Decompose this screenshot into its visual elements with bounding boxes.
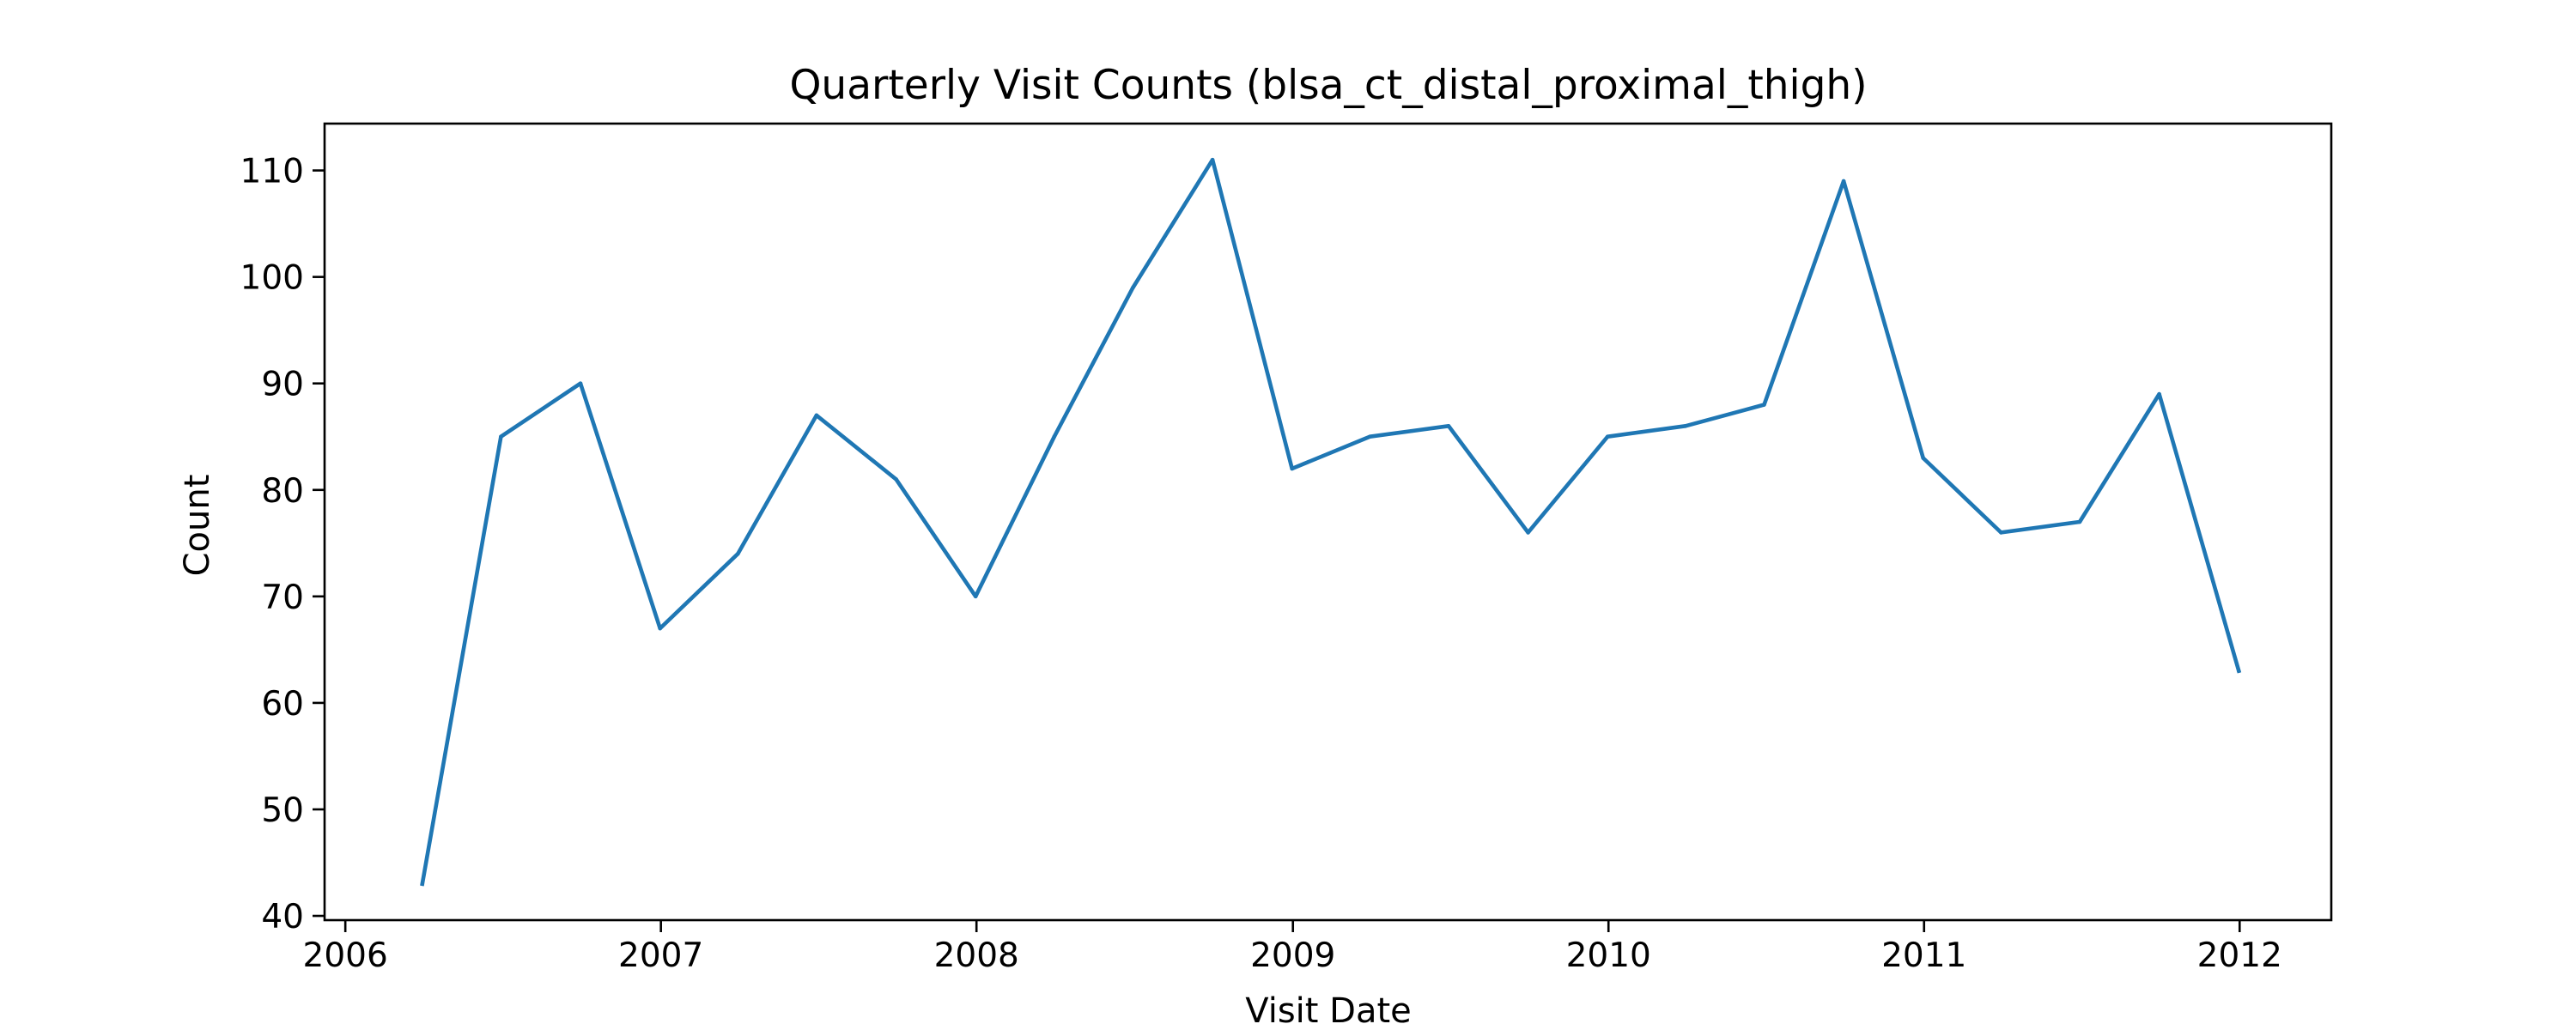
- y-axis-ticks: 40 50 60 70 80 90 100 110: [240, 153, 325, 936]
- y-tick-label: 110: [240, 153, 304, 191]
- data-point: [499, 434, 503, 439]
- chart-title: Quarterly Visit Counts (blsa_ct_distal_p…: [789, 62, 1867, 109]
- series-group: [420, 157, 2242, 887]
- x-tick-label: 2010: [1566, 936, 1651, 975]
- data-point: [1841, 179, 1846, 184]
- data-point: [1131, 285, 1135, 290]
- y-tick-label: 70: [261, 579, 304, 617]
- data-point: [1290, 466, 1295, 471]
- plot-frame: [323, 122, 2333, 922]
- data-point: [2236, 669, 2241, 673]
- data-point: [2157, 391, 2161, 397]
- x-tick-label: 2012: [2197, 936, 2282, 975]
- y-tick-label: 90: [261, 366, 304, 404]
- y-tick-label: 60: [261, 685, 304, 724]
- data-point: [814, 413, 819, 418]
- data-point: [1526, 530, 1530, 535]
- x-tick-label: 2011: [1881, 936, 1966, 975]
- data-point: [1762, 403, 1766, 407]
- x-tick-label: 2007: [618, 936, 703, 975]
- x-tick-label: 2006: [303, 936, 388, 975]
- data-point: [658, 626, 662, 631]
- x-tick-label: 2008: [934, 936, 1019, 975]
- x-axis-ticks: 2006 2007 2008 2009 2010 2011 2012: [303, 920, 2282, 975]
- data-point: [1999, 530, 2003, 535]
- data-point: [735, 551, 740, 556]
- data-point: [894, 477, 898, 482]
- x-tick-label: 2009: [1250, 936, 1335, 975]
- data-point: [1446, 424, 1451, 428]
- data-point: [1210, 157, 1215, 162]
- y-tick-label: 80: [261, 472, 304, 511]
- y-tick-label: 100: [240, 259, 304, 298]
- data-point: [578, 381, 583, 386]
- data-point: [1683, 424, 1688, 428]
- data-point: [420, 882, 425, 887]
- data-point: [1921, 456, 1926, 460]
- series-line: [420, 157, 2242, 887]
- y-axis-label: Count: [178, 475, 217, 577]
- y-tick-label: 50: [261, 791, 304, 830]
- data-point: [2077, 519, 2082, 524]
- data-point: [1052, 434, 1057, 439]
- data-point: [1605, 434, 1610, 439]
- x-axis-label: Visit Date: [1245, 991, 1412, 1030]
- data-point: [973, 594, 978, 599]
- y-tick-label: 40: [261, 898, 304, 936]
- data-point: [1368, 434, 1372, 439]
